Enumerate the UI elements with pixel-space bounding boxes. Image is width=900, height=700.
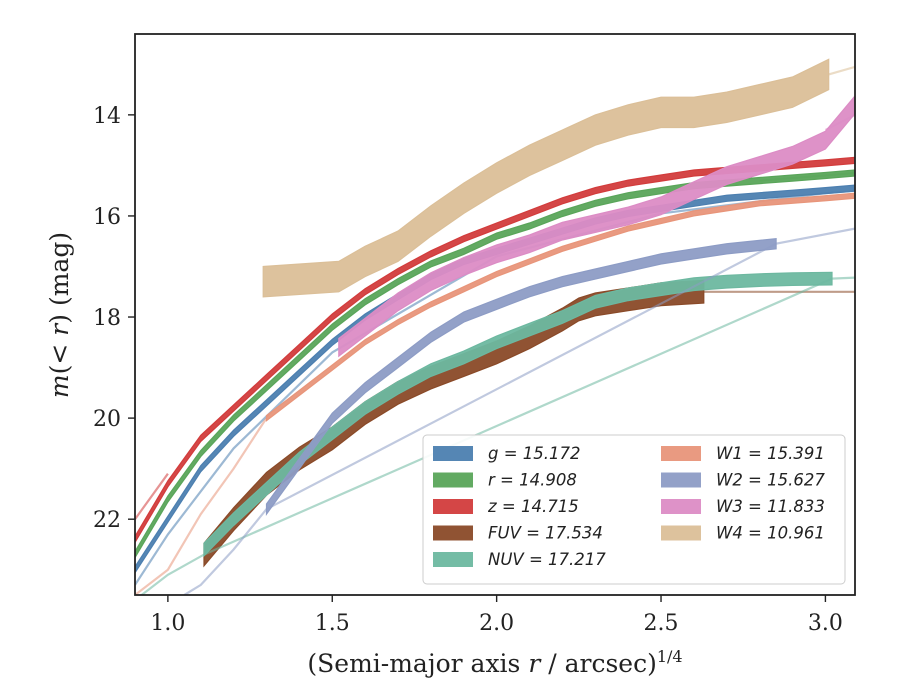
series-r-band <box>135 169 855 559</box>
legend-swatch <box>661 525 701 541</box>
series-w1-faded-line <box>135 417 268 595</box>
legend-label: FUV = 17.534 <box>488 524 603 543</box>
y-tick-label: 18 <box>93 306 121 331</box>
legend-swatch <box>661 499 701 514</box>
legend-swatch <box>661 472 701 488</box>
series-nuv-band <box>203 271 833 558</box>
x-tick-label: 1.0 <box>150 611 185 636</box>
series-w4-band <box>262 58 830 298</box>
x-tick-label: 2.0 <box>479 611 514 636</box>
legend-swatch <box>433 472 473 488</box>
legend-swatch <box>661 446 701 461</box>
legend-label: z = 14.715 <box>487 497 579 516</box>
x-tick-label: 1.5 <box>315 611 350 636</box>
legend-label: W1 = 15.391 <box>716 444 825 463</box>
legend-label: W4 = 10.961 <box>716 524 825 543</box>
legend-label: W2 = 15.627 <box>716 471 825 490</box>
y-tick-label: 22 <box>93 508 121 533</box>
x-tick-label: 2.5 <box>644 611 679 636</box>
legend: g = 15.172 r = 14.908 z = 14.715 FUV = 17.5… <box>422 434 846 585</box>
series-w3-band <box>338 94 855 358</box>
legend-swatch <box>433 499 473 514</box>
y-tick-label: 14 <box>93 104 121 129</box>
legend-swatch <box>433 446 473 461</box>
series-w4-faded-line <box>828 65 855 76</box>
x-tick-label: 3.0 <box>808 611 843 636</box>
y-tick-label: 20 <box>93 407 121 432</box>
series-z-band <box>135 156 855 544</box>
legend-label: g = 15.172 <box>488 444 581 463</box>
x-axis-label: (Semi-major axis r / arcsec)1/4 <box>307 647 682 678</box>
series-w1-band <box>265 192 855 422</box>
series-w2-faded-line <box>183 227 855 595</box>
y-tick-label: 16 <box>93 205 121 230</box>
series-layer <box>135 58 855 595</box>
y-axis-label: m(< r) (mag) <box>45 232 74 398</box>
legend-label: W3 = 11.833 <box>716 497 825 516</box>
legend-label: r = 14.908 <box>488 471 577 490</box>
series-z-faded-line <box>135 473 169 520</box>
tick-layer: 1.0 1.5 2.0 2.5 3.0 14 16 18 20 22 <box>93 104 843 636</box>
legend-box <box>422 434 846 585</box>
plot-frame <box>134 33 856 596</box>
series-g-faded-line <box>135 189 855 586</box>
legend-label: NUV = 17.217 <box>488 550 606 569</box>
legend-swatch <box>433 552 473 567</box>
legend-swatch <box>433 525 473 541</box>
series-w2-band <box>265 238 777 516</box>
